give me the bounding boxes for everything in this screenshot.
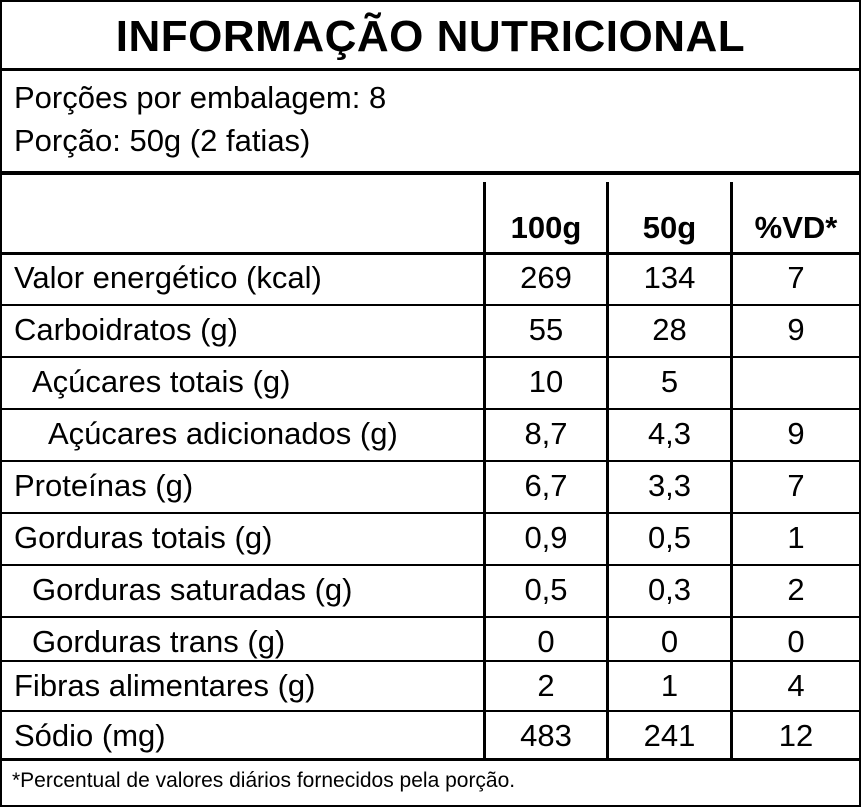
footnote: *Percentual de valores diários fornecido…	[12, 769, 516, 792]
table-row: Carboidratos (g) 55 28 9	[2, 304, 859, 356]
value-daily-percent: 0	[787, 624, 805, 659]
value-per-100g: 0,5	[524, 572, 568, 607]
value-per-100g: 8,7	[524, 416, 568, 451]
row-divider	[2, 660, 859, 662]
column-header-daily-value: %VD*	[754, 210, 838, 245]
value-per-serving: 28	[652, 312, 687, 347]
table-row: Gorduras totais (g) 0,9 0,5 1	[2, 512, 859, 564]
value-daily-percent: 9	[787, 312, 805, 347]
table-row: Açúcares adicionados (g) 8,7 4,3 9	[2, 408, 859, 460]
value-daily-percent: 9	[787, 416, 805, 451]
title-divider	[2, 68, 859, 71]
nutrient-name: Gorduras saturadas (g)	[32, 572, 353, 607]
row-divider	[2, 356, 859, 358]
row-divider	[2, 304, 859, 306]
value-daily-percent: 7	[787, 468, 805, 503]
header-divider	[2, 252, 859, 255]
table-row: Proteínas (g) 6,7 3,3 7	[2, 460, 859, 512]
table-row: Açúcares totais (g) 10 5	[2, 356, 859, 408]
value-per-serving: 0,5	[647, 520, 692, 555]
value-per-100g: 2	[537, 668, 555, 703]
value-per-serving: 0,3	[647, 572, 692, 607]
value-daily-percent: 12	[778, 718, 814, 753]
value-per-100g: 0	[537, 624, 555, 659]
column-header-per-100g: 100g	[510, 210, 582, 245]
value-per-100g: 10	[528, 364, 564, 399]
value-daily-percent: 7	[787, 260, 805, 295]
table-row: Gorduras saturadas (g) 0,5 0,3 2	[2, 564, 859, 616]
footer-divider	[2, 758, 859, 761]
nutrient-name: Açúcares totais (g)	[32, 364, 291, 399]
nutrient-name: Gorduras trans (g)	[32, 624, 286, 659]
row-divider	[2, 616, 859, 618]
table-row: Gorduras trans (g) 0 0 0	[2, 616, 859, 668]
nutrient-name: Carboidratos (g)	[14, 312, 238, 347]
value-per-serving: 0	[660, 624, 679, 659]
nutrient-name: Açúcares adicionados (g)	[48, 416, 398, 451]
value-per-serving: 4,3	[647, 416, 692, 451]
value-daily-percent: 1	[787, 520, 805, 555]
value-daily-percent: 4	[787, 668, 805, 703]
column-divider-2	[606, 182, 609, 759]
value-per-serving: 134	[643, 260, 696, 295]
value-daily-percent: 2	[787, 572, 805, 607]
value-per-100g: 6,7	[524, 468, 568, 503]
value-per-100g: 0,9	[524, 520, 568, 555]
value-per-serving: 5	[660, 364, 679, 399]
row-divider	[2, 512, 859, 514]
table-row: Fibras alimentares (g) 2 1 4	[2, 660, 859, 712]
row-divider	[2, 564, 859, 566]
value-per-serving: 1	[660, 668, 679, 703]
column-divider-3	[730, 182, 733, 759]
label-title: INFORMAÇÃO NUTRICIONAL	[115, 12, 746, 61]
table-row: Sódio (mg) 483 241 12	[2, 710, 859, 762]
row-divider	[2, 460, 859, 462]
nutrient-name: Gorduras totais (g)	[14, 520, 273, 555]
column-header-per-serving: 50g	[642, 210, 697, 245]
row-divider	[2, 408, 859, 410]
table-row: Valor energético (kcal) 269 134 7	[2, 252, 859, 304]
value-per-100g: 55	[528, 312, 564, 347]
value-per-serving: 241	[643, 718, 696, 753]
nutrient-name: Proteínas (g)	[14, 468, 194, 503]
value-per-serving: 3,3	[647, 468, 692, 503]
value-per-100g: 269	[520, 260, 572, 295]
nutrient-name: Fibras alimentares (g)	[14, 668, 316, 703]
serving-divider	[2, 171, 859, 175]
nutrient-name: Sódio (mg)	[14, 718, 166, 753]
nutrient-name: Valor energético (kcal)	[14, 260, 322, 295]
row-divider	[2, 710, 859, 712]
table-header-row: 100g 50g %VD*	[2, 200, 859, 252]
value-daily-percent	[733, 356, 859, 408]
serving-size: Porção: 50g (2 fatias)	[14, 123, 311, 158]
value-per-100g: 483	[520, 718, 572, 753]
servings-per-package: Porções por embalagem: 8	[14, 80, 387, 115]
column-divider-1	[483, 182, 486, 759]
